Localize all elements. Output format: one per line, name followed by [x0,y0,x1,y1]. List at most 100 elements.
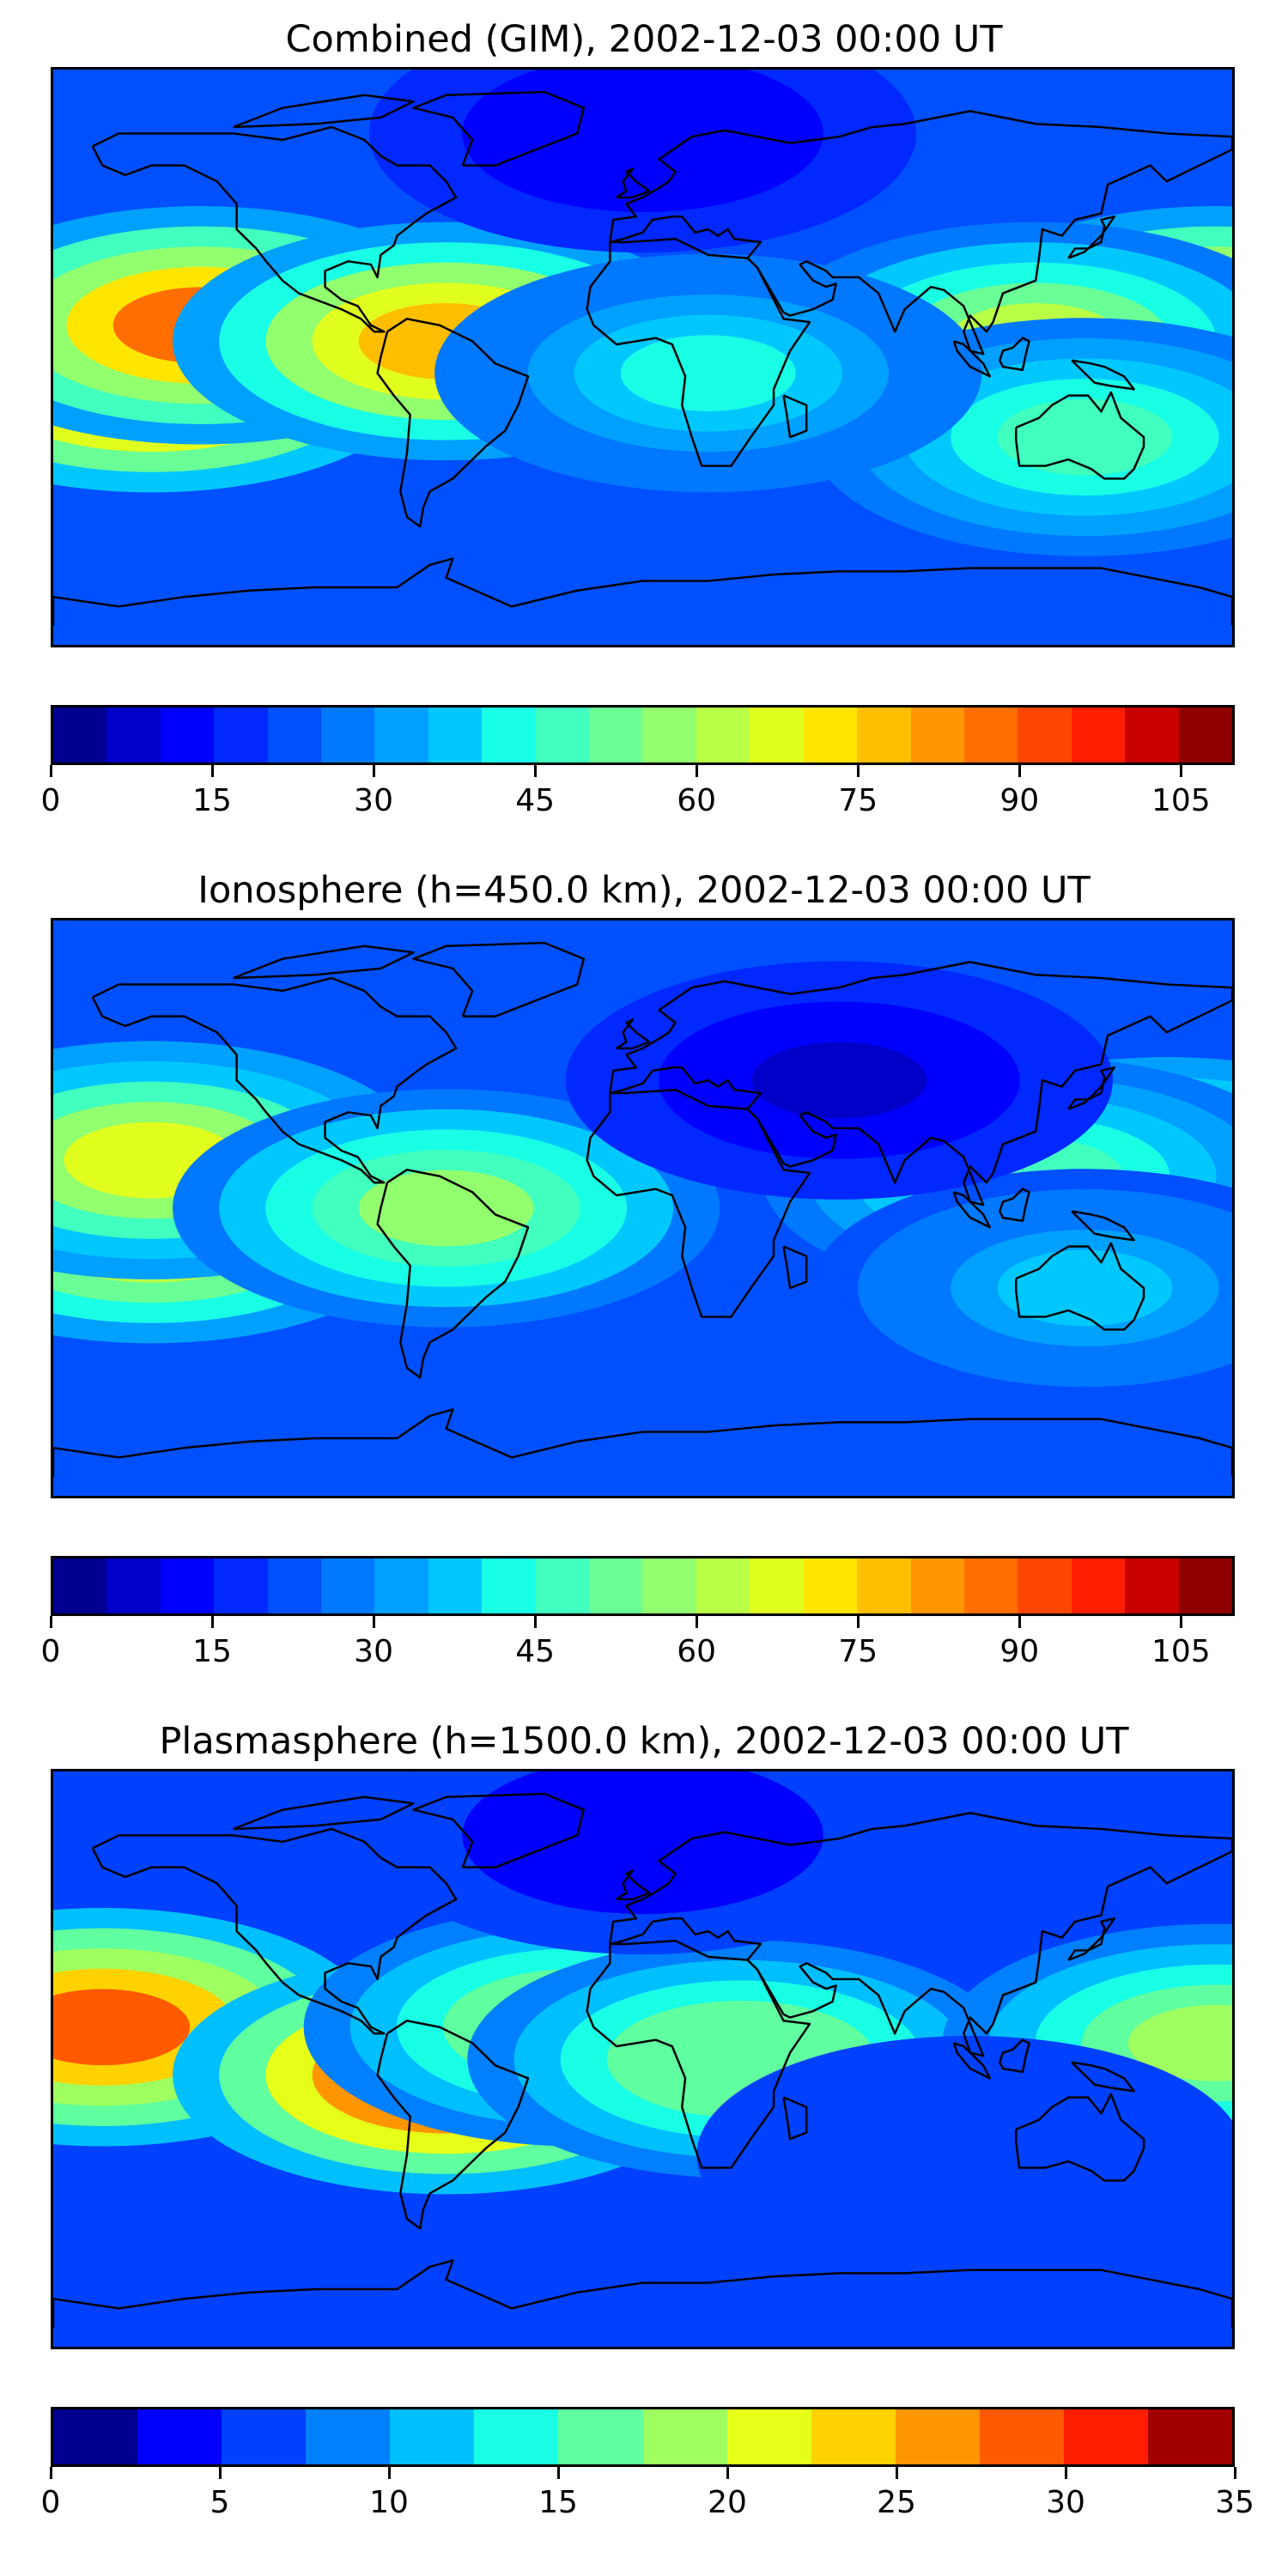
colorbar-cell [910,1558,964,1613]
colorbar-tick [49,2467,52,2479]
coastline [233,1795,415,1831]
colorbar-cell [696,1558,750,1613]
colorbar-tick-label: 30 [354,1634,393,1669]
colorbar-cell [1018,708,1072,762]
heatmap-contour [555,95,731,172]
colorbar-tick [533,765,537,777]
colorbar-tick-label: 0 [40,1634,61,1669]
heatmap-contour [555,1797,731,1874]
colorbar-tick [372,1616,375,1628]
colorbar-tick [372,765,375,777]
colorbar-cell [535,1558,590,1613]
colorbar-tick-label: 75 [838,1634,878,1669]
heatmap-field [53,70,1232,645]
coastline [91,1827,458,2035]
colorbar-tick-label: 105 [1151,783,1211,818]
colorbar-tick [1179,765,1182,777]
colorbar-cell [1148,2409,1233,2464]
colorbar-cell [321,708,375,762]
colorbar-tick-label: 20 [708,2485,747,2520]
colorbar-tick [856,1616,860,1628]
coastline [376,1169,530,1379]
colorbar-tick [726,2467,729,2479]
colorbar-cell [857,1558,911,1613]
coastline [952,2042,992,2080]
colorbar-tick-label: 15 [538,2485,578,2520]
colorbar-cell [750,708,804,762]
colorbar-cell [558,2409,643,2464]
colorbar-cell [306,2409,391,2464]
colorbar-tick [695,1616,698,1628]
colorbar-cell [482,1558,536,1613]
colorbar-tick-label: 35 [1215,2485,1255,2520]
colorbar-tick-label: 5 [210,2485,230,2520]
coastline [91,125,458,333]
coastline [233,94,415,129]
panel-title: Ionosphere (h=450.0 km), 2002-12-03 00:0… [197,869,1091,912]
coastline [782,2096,808,2141]
colorbar-cell [1071,1558,1126,1613]
colorbar-tick [895,2467,898,2479]
colorbar-cell [1018,1558,1072,1613]
coastline [412,90,586,167]
colorbar-tick [1233,2467,1236,2479]
colorbar-tick [210,1616,214,1628]
colorbar-cell [428,708,483,762]
heatmap-contour [358,1170,534,1247]
panel-title: Combined (GIM), 2002-12-03 00:00 UT [285,18,1003,61]
colorbar-tick [1179,1616,1182,1628]
colorbar-cell [53,1558,107,1613]
colorbar-ticks: 0 5 10 15 20 25 30 35 [41,2467,1255,2520]
heatmap-field [53,1771,1232,2347]
coastline [1015,1242,1145,1331]
colorbar-cell [222,2409,307,2464]
colorbar-cell [1063,2409,1149,2464]
coastline [53,2259,1232,2328]
coastline [782,394,808,439]
colorbar-tick-label: 30 [1046,2485,1085,2520]
colorbar-cell [214,708,268,762]
coastline [376,318,530,528]
coastlines [53,941,1232,1477]
coastlines [53,90,1232,626]
colorbar-cell [910,708,964,762]
colorbar-tick-label: 75 [838,783,878,818]
coastline [999,2038,1030,2074]
coastline [616,1869,651,1901]
heatmap-contour [620,335,796,412]
colorbar-cell [589,1558,643,1613]
coastline [609,110,1232,355]
colorbar-cell [857,708,911,762]
heatmap-svg [53,920,1232,1496]
heatmap-map [51,1769,1235,2349]
colorbar-ticks: 0 15 30 45 60 75 90 105 [41,1616,1235,1669]
colorbar-cell [321,1558,375,1613]
colorbar-tick [856,765,860,777]
coastline [1071,1210,1135,1242]
heatmap-contour [1128,2004,1232,2081]
colorbar-cell [390,2409,475,2464]
colorbar-tick-label: 60 [677,783,717,818]
coastline [53,1408,1232,1477]
coastline [782,1245,808,1290]
colorbar-cell [1178,1558,1232,1613]
coastline [952,1191,992,1229]
colorbar-tick-label: 0 [40,2485,61,2520]
colorbar-tick [49,765,52,777]
colorbar-tick [533,1616,537,1628]
colorbar-cell [589,708,643,762]
coastline [1071,359,1135,391]
colorbar-cell [726,2409,811,2464]
colorbar-cell [895,2409,980,2464]
colorbar-cell [1125,1558,1179,1613]
colorbar-tick-label: 90 [999,783,1040,818]
coastline [233,945,415,980]
coastline [1067,215,1115,259]
colorbar-cell [374,708,428,762]
colorbar-cell [642,2409,727,2464]
colorbar-tick-label: 30 [354,783,393,818]
coastlines [53,1792,1232,2328]
colorbar-tick [210,765,214,777]
heatmap-contour [997,1249,1173,1327]
